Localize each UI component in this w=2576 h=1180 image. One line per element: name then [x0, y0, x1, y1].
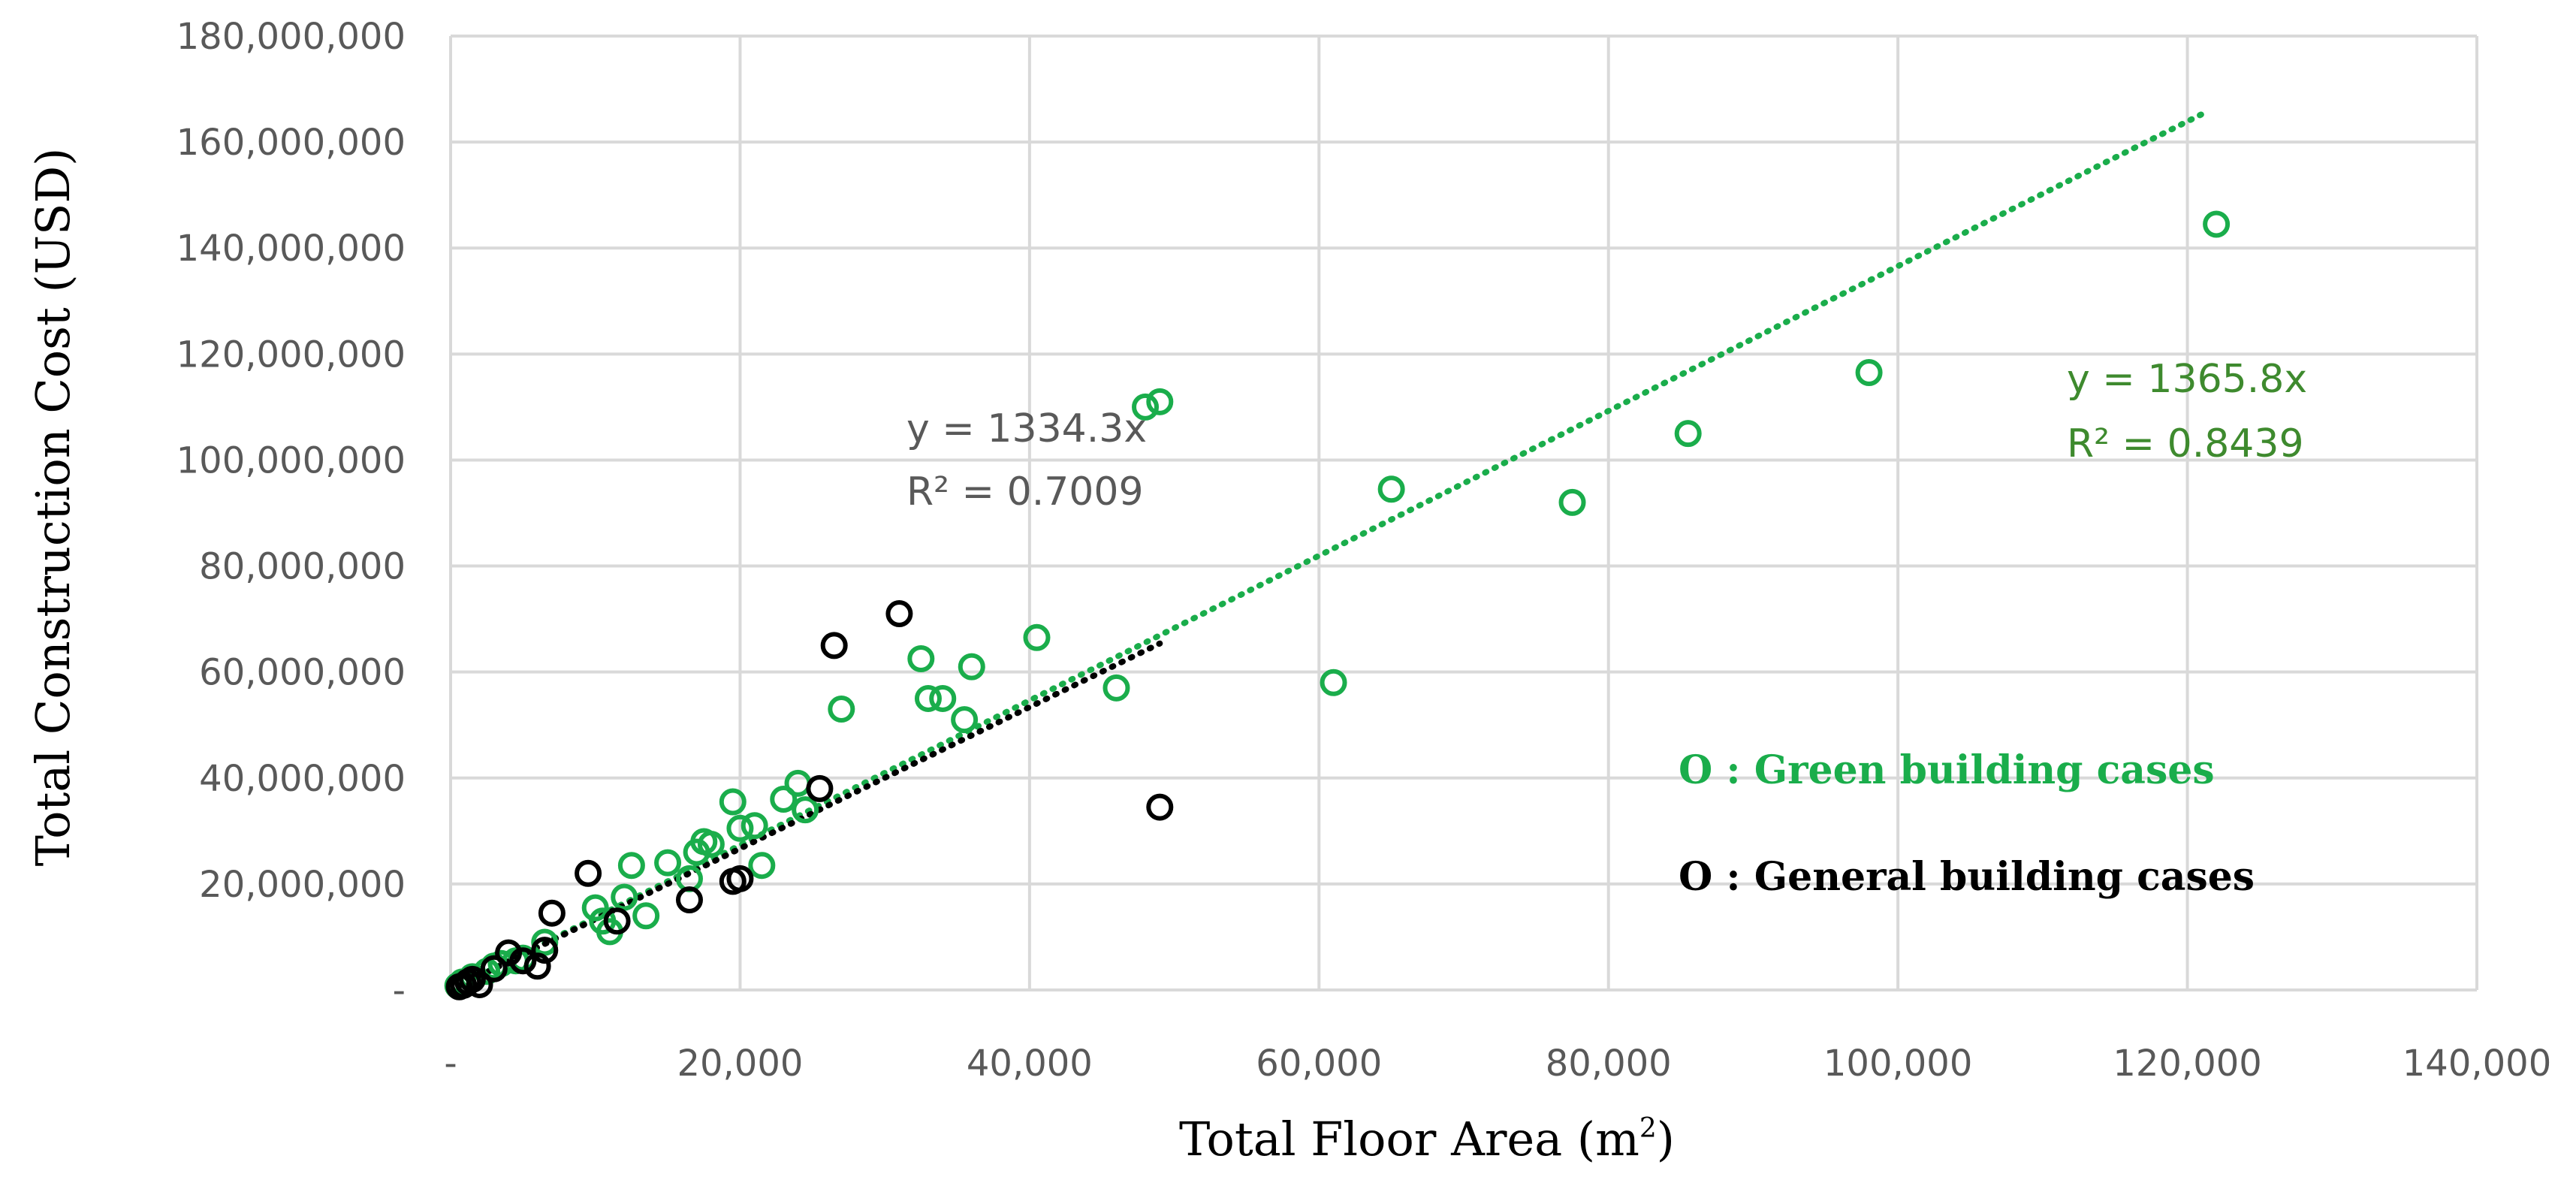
x-tick-label: 120,000	[2113, 1043, 2262, 1085]
green-building-point	[907, 645, 935, 673]
green-building-point	[784, 769, 812, 797]
general-building-point	[726, 865, 754, 892]
green-building-point	[1674, 420, 1702, 448]
green-building-point	[697, 830, 725, 858]
y-tick-label: 120,000,000	[176, 333, 406, 376]
general-building-point	[675, 886, 703, 914]
green-building-point	[617, 852, 645, 880]
general-building-point	[885, 600, 913, 628]
y-tick-label: 180,000,000	[176, 16, 406, 58]
green-building-point	[654, 849, 682, 877]
data-points	[444, 210, 2231, 1000]
x-axis-title: Total Floor Area (m2)	[1179, 1112, 1675, 1166]
general-building-point	[466, 970, 493, 998]
general-trend-equation: y = 1334.3x	[906, 406, 1147, 451]
green-building-point	[611, 883, 638, 911]
x-tick-label: 80,000	[1546, 1043, 1672, 1085]
grid-lines	[449, 35, 2478, 991]
general-trend-r2: R² = 0.7009	[906, 469, 1144, 515]
x-tick-label: 100,000	[1823, 1043, 1973, 1085]
green-building-point	[1132, 393, 1160, 421]
y-tick-label: 100,000,000	[176, 439, 406, 481]
general-building-point	[509, 947, 537, 975]
green-trend-r2: R² = 0.8439	[2067, 421, 2304, 466]
y-tick-label: 40,000,000	[199, 758, 406, 800]
trendlines	[448, 107, 2213, 993]
y-tick-label: -	[393, 970, 406, 1012]
x-tick-label: 140,000	[2403, 1043, 2552, 1085]
green-building-point	[828, 696, 855, 723]
green-building-point	[748, 852, 776, 880]
green-building-point	[581, 894, 609, 922]
y-tick-label: 160,000,000	[176, 122, 406, 164]
x-tick-label: -	[444, 1043, 457, 1085]
green-trendline	[448, 107, 2213, 993]
general-building-point	[480, 955, 508, 982]
green-building-point	[632, 902, 660, 930]
y-tick-label: 80,000,000	[199, 546, 406, 588]
green-building-point	[770, 786, 798, 813]
green-building-point	[531, 928, 559, 956]
green-building-point	[2203, 210, 2231, 238]
x-tick-label: 40,000	[967, 1043, 1093, 1085]
general-building-point	[538, 899, 566, 927]
legend-green-building: O : Green building cases	[1679, 747, 2215, 793]
x-axis-title-text: Total Floor Area (m	[1179, 1112, 1639, 1166]
y-tick-label: 20,000,000	[199, 864, 406, 906]
y-tick-label: 60,000,000	[199, 652, 406, 694]
green-building-point	[929, 684, 957, 712]
green-building-point	[1558, 488, 1586, 516]
legend-general-building: O : General building cases	[1679, 854, 2255, 900]
green-building-point	[1320, 668, 1347, 696]
green-building-point	[1146, 388, 1174, 415]
green-building-point	[726, 814, 754, 842]
x-tick-label: 60,000	[1256, 1043, 1382, 1085]
y-tick-label: 140,000,000	[176, 228, 406, 270]
general-building-point	[575, 859, 602, 887]
green-building-point	[1023, 623, 1051, 651]
green-building-point	[792, 796, 819, 824]
general-building-point	[1146, 793, 1174, 821]
green-building-point	[719, 788, 747, 816]
tick-labels: - 20,000,000 40,000,000 60,000,000 80,000,00…	[176, 16, 2552, 1085]
general-building-point	[603, 907, 631, 935]
green-building-point	[1102, 674, 1130, 702]
x-axis-title-superscript: 2	[1639, 1113, 1657, 1144]
green-trend-equation: y = 1365.8x	[2067, 357, 2307, 402]
general-building-point	[806, 774, 834, 802]
green-building-point	[1855, 359, 1883, 387]
green-building-point	[958, 653, 985, 681]
y-axis-title: Total Construction Cost (USD)	[26, 148, 80, 867]
green-building-point	[951, 706, 979, 734]
green-building-point	[914, 684, 942, 712]
green-building-point	[1377, 475, 1405, 503]
green-building-point	[741, 812, 768, 840]
x-axis-title-end: )	[1657, 1112, 1675, 1166]
general-building-point	[495, 939, 523, 967]
x-tick-label: 20,000	[677, 1043, 803, 1085]
general-building-point	[531, 937, 559, 964]
general-building-point	[820, 632, 848, 659]
general-building-point	[523, 952, 551, 980]
